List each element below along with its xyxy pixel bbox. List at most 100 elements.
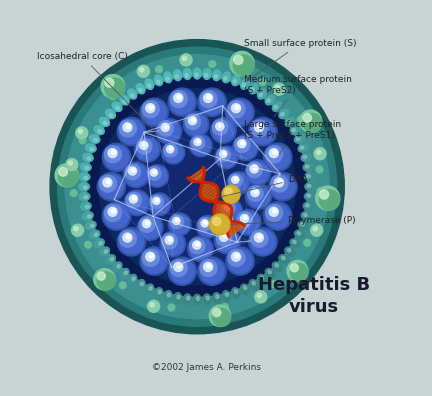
Circle shape [170,260,187,276]
Circle shape [162,141,184,164]
Circle shape [196,242,200,246]
Ellipse shape [79,183,89,190]
Ellipse shape [185,73,188,77]
Circle shape [105,204,129,228]
Circle shape [216,122,224,131]
Ellipse shape [303,163,314,171]
Circle shape [200,91,217,108]
Ellipse shape [136,280,145,290]
Circle shape [254,233,264,242]
Ellipse shape [233,80,236,83]
Circle shape [142,249,166,273]
Circle shape [237,212,253,227]
Circle shape [251,230,275,254]
Ellipse shape [249,280,258,290]
Circle shape [197,215,219,238]
Ellipse shape [290,239,300,248]
Ellipse shape [187,296,190,300]
Circle shape [235,137,250,152]
Text: Large surface protein
(S + PreS2 + PreS1): Large surface protein (S + PreS2 + PreS1… [244,120,341,154]
Ellipse shape [110,257,114,261]
Ellipse shape [164,291,172,301]
Ellipse shape [296,137,300,141]
Circle shape [220,199,242,222]
Circle shape [269,173,297,201]
Ellipse shape [242,83,245,87]
Circle shape [249,228,277,256]
Circle shape [250,165,258,173]
Circle shape [161,123,169,131]
Circle shape [204,221,207,225]
Circle shape [190,134,212,157]
Circle shape [241,214,249,223]
Circle shape [254,190,258,194]
Circle shape [209,305,231,326]
Ellipse shape [120,268,129,278]
Circle shape [210,214,230,235]
Circle shape [164,143,183,162]
Ellipse shape [87,157,91,160]
Circle shape [126,234,130,239]
Circle shape [255,291,267,303]
Text: Icosahedral core (C): Icosahedral core (C) [37,52,158,134]
Circle shape [229,174,242,187]
Circle shape [304,239,311,246]
Ellipse shape [203,69,211,80]
Circle shape [149,105,153,109]
Circle shape [290,264,308,282]
Circle shape [59,168,67,176]
Ellipse shape [94,139,97,142]
Circle shape [170,91,187,108]
Ellipse shape [98,130,102,133]
Circle shape [126,124,130,129]
Circle shape [228,100,252,124]
Ellipse shape [87,215,91,218]
Circle shape [213,217,221,226]
Ellipse shape [84,196,88,199]
Ellipse shape [136,84,145,94]
Circle shape [264,202,292,230]
Circle shape [185,114,200,129]
Ellipse shape [282,256,285,260]
Circle shape [108,148,117,158]
Circle shape [142,100,166,124]
Circle shape [243,216,247,220]
Circle shape [233,55,254,76]
Circle shape [269,148,278,158]
Circle shape [150,194,169,214]
Ellipse shape [241,79,249,89]
Circle shape [111,100,284,273]
Circle shape [211,118,236,143]
Circle shape [190,238,205,254]
Ellipse shape [298,144,309,152]
Ellipse shape [301,212,312,220]
Circle shape [131,168,135,172]
Circle shape [217,148,236,167]
Circle shape [222,304,229,310]
Ellipse shape [89,135,100,143]
Circle shape [213,308,221,317]
Circle shape [165,236,173,244]
Circle shape [249,117,277,146]
Ellipse shape [285,117,295,126]
Ellipse shape [99,242,102,245]
Ellipse shape [174,70,181,81]
Ellipse shape [164,72,172,83]
Circle shape [266,204,283,221]
Ellipse shape [149,286,152,290]
Circle shape [317,150,321,154]
Text: Polymerase (P): Polymerase (P) [230,216,355,225]
Circle shape [182,56,187,61]
Circle shape [105,78,114,87]
Circle shape [183,112,209,137]
Ellipse shape [305,173,315,181]
Ellipse shape [222,291,231,301]
Ellipse shape [86,144,96,152]
Ellipse shape [216,295,219,299]
Circle shape [111,150,115,154]
Circle shape [200,260,217,276]
Ellipse shape [305,165,309,168]
Circle shape [248,185,270,208]
Circle shape [227,205,230,208]
Ellipse shape [300,146,304,149]
